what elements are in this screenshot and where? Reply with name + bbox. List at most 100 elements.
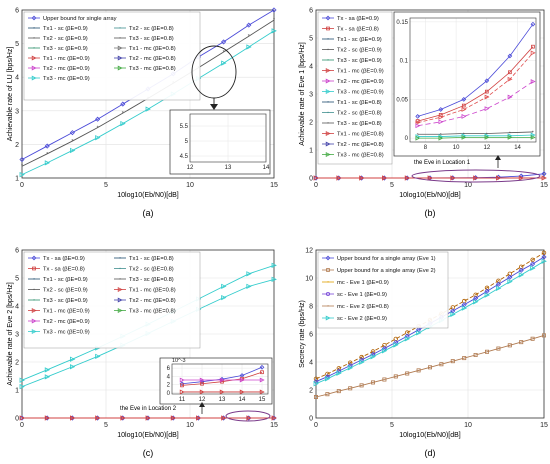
legend-label: Tx2 - mc (βE=0.9) (43, 66, 90, 72)
y-tick-label: 2 (309, 120, 313, 127)
inset-data-point (484, 106, 490, 112)
inset-axes (409, 17, 537, 143)
inset-series-line (417, 23, 534, 117)
y-tick-label: 6 (15, 248, 19, 255)
data-point (271, 415, 277, 421)
inset-data-point (530, 132, 536, 138)
legend-marker (31, 308, 37, 313)
data-point (313, 376, 319, 381)
y-tick-label: 12 (305, 248, 313, 255)
y-tick-label: 2 (15, 360, 19, 367)
inset-data-point (507, 94, 513, 100)
inset-x-tick-label: 14 (239, 397, 246, 403)
x-tick-label: 0 (314, 422, 318, 429)
x-tick-label: 15 (270, 422, 278, 429)
legend-label: Tx3 - mc (βE=0.9) (43, 76, 90, 82)
data-point (450, 311, 456, 318)
inset-data-point (530, 50, 536, 56)
data-point (70, 356, 76, 362)
inset-data-point (239, 377, 245, 383)
data-point (484, 292, 490, 298)
data-point (507, 278, 513, 285)
inset-data-point (461, 103, 466, 108)
inset-y-tick-label: 2 (167, 383, 171, 389)
inset-data-point (508, 70, 512, 75)
data-point (450, 359, 455, 364)
data-point (195, 415, 202, 421)
panel-a-xlabel: 10log10(Eb/N0)[dB] (117, 192, 179, 199)
data-point (19, 171, 25, 178)
data-point (404, 336, 411, 342)
data-point (271, 7, 277, 13)
legend-label: Tx1 - mc (βE=0.8) (129, 46, 176, 52)
legend-marker (31, 329, 37, 334)
inset-x-tick-label: 11 (179, 397, 186, 403)
data-point (370, 354, 376, 360)
data-point (221, 283, 227, 290)
legend-label: Upper bound for single array (43, 16, 117, 22)
inset-y-tick-label: 5.5 (180, 124, 189, 130)
data-point (19, 383, 25, 390)
data-point (461, 302, 467, 308)
inset-data-point (530, 21, 536, 27)
panel-d-xlabel: 10log10(Eb/N0)[dB] (399, 432, 461, 439)
legend-marker: * (119, 256, 121, 261)
inset-data-point: * (509, 131, 511, 136)
legend-label: Tx2 - mc (βE=0.8) (129, 298, 176, 304)
panel-a-frame (21, 9, 275, 179)
legend-label: Tx3 - sc (βE=0.8) (337, 121, 382, 127)
legend-marker (325, 141, 331, 147)
data-point (427, 175, 433, 181)
legend-label: Tx - sa (βE=0.8) (43, 267, 85, 273)
inset-y-tick-label: 5 (185, 139, 189, 145)
legend-label: Tx1 - sc (βE=0.8) (337, 100, 382, 106)
legend-label: Tx3 - sc (βE=0.8) (129, 277, 174, 283)
y-tick-label: 6 (309, 332, 313, 339)
data-point: * (71, 139, 73, 145)
data-point (44, 367, 51, 373)
data-point (495, 175, 502, 181)
data-point (348, 360, 353, 365)
data-point (495, 281, 501, 287)
data-point (507, 343, 512, 348)
data-point (170, 415, 177, 421)
panel-d-label: (d) (425, 448, 436, 458)
data-point (530, 261, 536, 267)
data-point (69, 130, 75, 136)
y-tick-label: 3 (309, 92, 313, 99)
legend-marker: * (327, 37, 329, 42)
legend-marker: * (33, 46, 35, 51)
inset-data-point (179, 381, 185, 387)
y-tick-label: 4 (309, 64, 313, 71)
data-point (70, 364, 76, 370)
data-point (404, 175, 411, 181)
data-point (246, 44, 252, 50)
data-point: * (46, 152, 48, 158)
data-point (44, 143, 50, 149)
legend-marker: * (327, 304, 329, 309)
data-point (530, 265, 536, 271)
inset-data-point (259, 364, 265, 370)
legend-marker: * (33, 298, 35, 303)
data-point (359, 359, 365, 365)
inset-data-point (415, 123, 421, 129)
legend-marker: * (119, 266, 121, 271)
x-tick-label: 5 (390, 182, 394, 189)
data-point (120, 120, 126, 127)
legend-label: Upper bound for a single array (Eve 1) (337, 256, 436, 262)
data-point (484, 349, 489, 354)
legend-label: Tx2 - sc (βE=0.9) (43, 36, 88, 42)
inset-x-tick-label: 13 (225, 165, 232, 171)
data-point: * (223, 50, 225, 56)
data-point (393, 374, 398, 379)
data-point (246, 22, 252, 28)
legend-marker (325, 89, 331, 94)
inset-data-point (199, 389, 205, 395)
data-point (271, 262, 277, 269)
data-point (44, 374, 51, 380)
legend-label: Tx1 - sc (βE=0.9) (43, 26, 88, 32)
panel-d-ylabel: Secrecy rate (bps/Hz) (299, 300, 306, 368)
data-point (347, 365, 354, 371)
legend-label: Tx3 - mc (βE=0.8) (129, 66, 176, 72)
